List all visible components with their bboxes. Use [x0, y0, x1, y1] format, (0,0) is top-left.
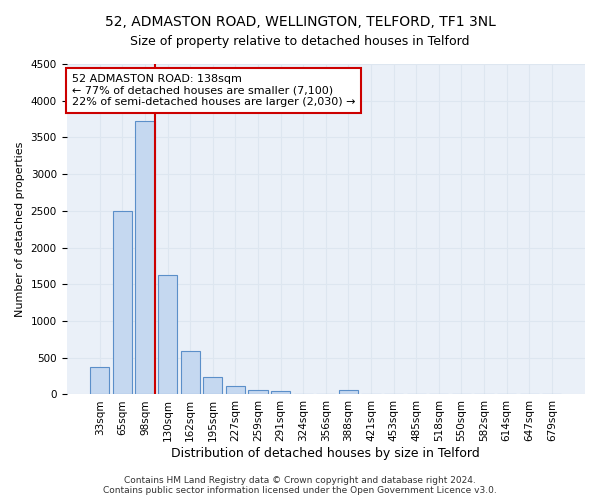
Bar	[113, 211, 132, 394]
Bar	[271, 391, 290, 394]
Bar	[136, 121, 155, 394]
Bar	[339, 390, 358, 394]
Text: 52, ADMASTON ROAD, WELLINGTON, TELFORD, TF1 3NL: 52, ADMASTON ROAD, WELLINGTON, TELFORD, …	[104, 15, 496, 29]
Text: 52 ADMASTON ROAD: 138sqm
← 77% of detached houses are smaller (7,100)
22% of sem: 52 ADMASTON ROAD: 138sqm ← 77% of detach…	[72, 74, 355, 107]
Bar	[181, 351, 200, 395]
Text: Size of property relative to detached houses in Telford: Size of property relative to detached ho…	[130, 35, 470, 48]
Y-axis label: Number of detached properties: Number of detached properties	[15, 142, 25, 317]
Bar	[203, 377, 223, 394]
Bar	[248, 390, 268, 394]
Bar	[226, 386, 245, 394]
X-axis label: Distribution of detached houses by size in Telford: Distribution of detached houses by size …	[172, 447, 480, 460]
Text: Contains HM Land Registry data © Crown copyright and database right 2024.
Contai: Contains HM Land Registry data © Crown c…	[103, 476, 497, 495]
Bar	[158, 275, 177, 394]
Bar	[90, 367, 109, 394]
